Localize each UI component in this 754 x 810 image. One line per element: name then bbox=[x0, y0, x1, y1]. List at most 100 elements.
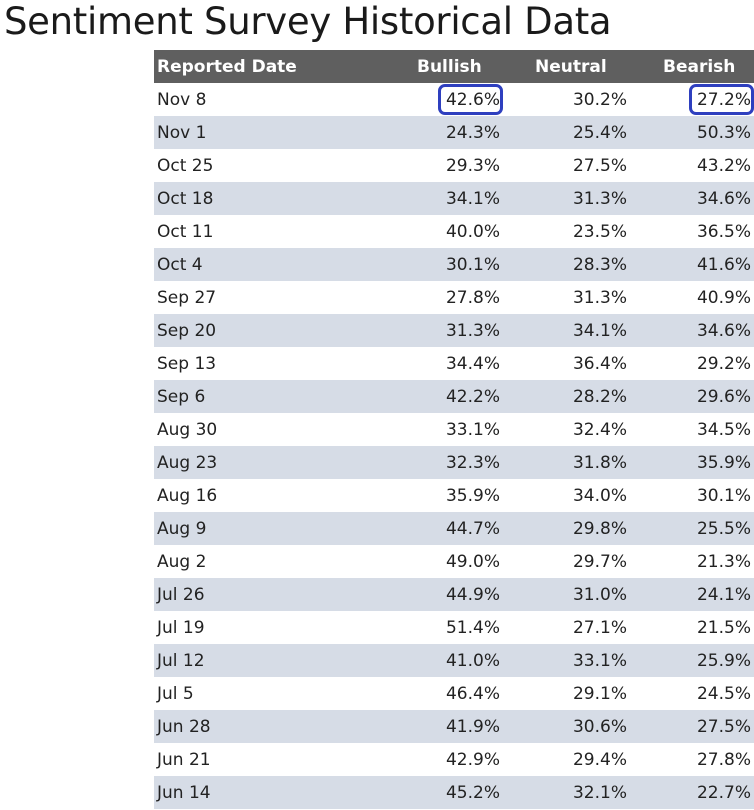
date-cell: Sep 20 bbox=[157, 320, 217, 341]
table-row: Jul 12 41.0% 33.1% 25.9% bbox=[154, 644, 754, 677]
bullish-cell: 49.0% bbox=[445, 551, 500, 572]
bearish-cell: 25.5% bbox=[696, 518, 751, 539]
bullish-cell: 42.2% bbox=[445, 386, 500, 407]
neutral-cell: 29.4% bbox=[572, 749, 627, 770]
date-cell: Oct 4 bbox=[157, 254, 203, 275]
neutral-cell: 29.7% bbox=[572, 551, 627, 572]
bullish-cell: 31.3% bbox=[445, 320, 500, 341]
date-cell: Nov 1 bbox=[157, 122, 207, 143]
neutral-cell: 33.1% bbox=[572, 650, 627, 671]
page-title: Sentiment Survey Historical Data bbox=[4, 0, 612, 43]
table-body: Nov 8 42.6% 30.2% 27.2% Nov 1 24.3% 25.4… bbox=[154, 83, 754, 809]
bullish-cell: 51.4% bbox=[445, 617, 500, 638]
bullish-cell: 34.1% bbox=[445, 188, 500, 209]
column-header-bullish: Bullish bbox=[417, 56, 482, 77]
date-cell: Nov 8 bbox=[157, 89, 207, 110]
bearish-cell: 43.2% bbox=[696, 155, 751, 176]
table-row: Aug 16 35.9% 34.0% 30.1% bbox=[154, 479, 754, 512]
table-row: Sep 6 42.2% 28.2% 29.6% bbox=[154, 380, 754, 413]
bullish-cell: 34.4% bbox=[445, 353, 500, 374]
table-row: Oct 11 40.0% 23.5% 36.5% bbox=[154, 215, 754, 248]
bearish-cell: 24.5% bbox=[696, 683, 751, 704]
bullish-cell: 42.6% bbox=[372, 83, 504, 116]
table-row: Sep 13 34.4% 36.4% 29.2% bbox=[154, 347, 754, 380]
bearish-cell: 50.3% bbox=[696, 122, 751, 143]
bearish-cell: 40.9% bbox=[696, 287, 751, 308]
table-row: Oct 4 30.1% 28.3% 41.6% bbox=[154, 248, 754, 281]
table-row: Jun 28 41.9% 30.6% 27.5% bbox=[154, 710, 754, 743]
bullish-cell: 42.9% bbox=[445, 749, 500, 770]
column-header-bearish: Bearish bbox=[663, 56, 736, 77]
bullish-cell: 44.9% bbox=[445, 584, 500, 605]
neutral-cell: 32.1% bbox=[572, 782, 627, 803]
table-row: Jun 21 42.9% 29.4% 27.8% bbox=[154, 743, 754, 776]
neutral-cell: 31.8% bbox=[572, 452, 627, 473]
highlighted-bearish-value: 27.2% bbox=[688, 83, 754, 115]
date-cell: Sep 27 bbox=[157, 287, 217, 308]
table-row: Jul 5 46.4% 29.1% 24.5% bbox=[154, 677, 754, 710]
table-row: Aug 30 33.1% 32.4% 34.5% bbox=[154, 413, 754, 446]
neutral-cell: 31.3% bbox=[572, 188, 627, 209]
bearish-cell: 29.6% bbox=[696, 386, 751, 407]
bearish-cell: 34.6% bbox=[696, 188, 751, 209]
bearish-cell: 27.8% bbox=[696, 749, 751, 770]
bullish-cell: 41.0% bbox=[445, 650, 500, 671]
header-row: Reported Date Bullish Neutral Bearish bbox=[154, 50, 754, 83]
date-cell: Oct 18 bbox=[157, 188, 214, 209]
neutral-cell: 27.5% bbox=[572, 155, 627, 176]
table-row: Nov 1 24.3% 25.4% 50.3% bbox=[154, 116, 754, 149]
bearish-cell: 27.5% bbox=[696, 716, 751, 737]
date-cell: Jun 28 bbox=[157, 716, 211, 737]
date-cell: Jun 21 bbox=[157, 749, 211, 770]
bullish-cell: 44.7% bbox=[445, 518, 500, 539]
bullish-cell: 33.1% bbox=[445, 419, 500, 440]
neutral-cell: 31.3% bbox=[572, 287, 627, 308]
date-cell: Oct 11 bbox=[157, 221, 214, 242]
bullish-cell: 41.9% bbox=[445, 716, 500, 737]
date-cell: Jul 26 bbox=[157, 584, 205, 605]
bullish-cell: 46.4% bbox=[445, 683, 500, 704]
date-cell: Aug 30 bbox=[157, 419, 218, 440]
date-cell: Sep 6 bbox=[157, 386, 206, 407]
date-cell: Sep 13 bbox=[157, 353, 217, 374]
bullish-cell: 32.3% bbox=[445, 452, 500, 473]
date-cell: Aug 16 bbox=[157, 485, 218, 506]
table-row: Sep 20 31.3% 34.1% 34.6% bbox=[154, 314, 754, 347]
bearish-cell: 21.5% bbox=[696, 617, 751, 638]
bearish-cell: 24.1% bbox=[696, 584, 751, 605]
neutral-cell: 29.1% bbox=[572, 683, 627, 704]
bearish-cell: 29.2% bbox=[696, 353, 751, 374]
date-cell: Aug 2 bbox=[157, 551, 207, 572]
column-header-reported-date: Reported Date bbox=[157, 56, 297, 77]
neutral-cell: 34.1% bbox=[572, 320, 627, 341]
table-row: Jul 19 51.4% 27.1% 21.5% bbox=[154, 611, 754, 644]
neutral-cell: 34.0% bbox=[572, 485, 627, 506]
table-row: Sep 27 27.8% 31.3% 40.9% bbox=[154, 281, 754, 314]
neutral-cell: 28.2% bbox=[572, 386, 627, 407]
bullish-cell: 45.2% bbox=[445, 782, 500, 803]
neutral-cell: 36.4% bbox=[572, 353, 627, 374]
bearish-cell: 34.6% bbox=[696, 320, 751, 341]
sentiment-table: Reported Date Bullish Neutral Bearish No… bbox=[154, 50, 754, 809]
table-row: Aug 9 44.7% 29.8% 25.5% bbox=[154, 512, 754, 545]
date-cell: Aug 9 bbox=[157, 518, 207, 539]
date-cell: Jul 12 bbox=[157, 650, 205, 671]
bullish-cell: 30.1% bbox=[445, 254, 500, 275]
column-header-neutral: Neutral bbox=[535, 56, 607, 77]
neutral-cell: 23.5% bbox=[572, 221, 627, 242]
bullish-cell: 40.0% bbox=[445, 221, 500, 242]
date-cell: Jul 5 bbox=[157, 683, 194, 704]
neutral-cell: 29.8% bbox=[572, 518, 627, 539]
table-row: Oct 18 34.1% 31.3% 34.6% bbox=[154, 182, 754, 215]
table-row: Jul 26 44.9% 31.0% 24.1% bbox=[154, 578, 754, 611]
bearish-cell: 30.1% bbox=[696, 485, 751, 506]
bearish-cell: 41.6% bbox=[696, 254, 751, 275]
highlighted-bullish-value: 42.6% bbox=[437, 83, 504, 115]
neutral-cell: 25.4% bbox=[572, 122, 627, 143]
neutral-cell: 27.1% bbox=[572, 617, 627, 638]
bearish-cell: 27.2% bbox=[629, 83, 754, 116]
neutral-cell: 32.4% bbox=[572, 419, 627, 440]
bullish-cell: 24.3% bbox=[445, 122, 500, 143]
table-row: Aug 2 49.0% 29.7% 21.3% bbox=[154, 545, 754, 578]
bullish-cell: 35.9% bbox=[445, 485, 500, 506]
